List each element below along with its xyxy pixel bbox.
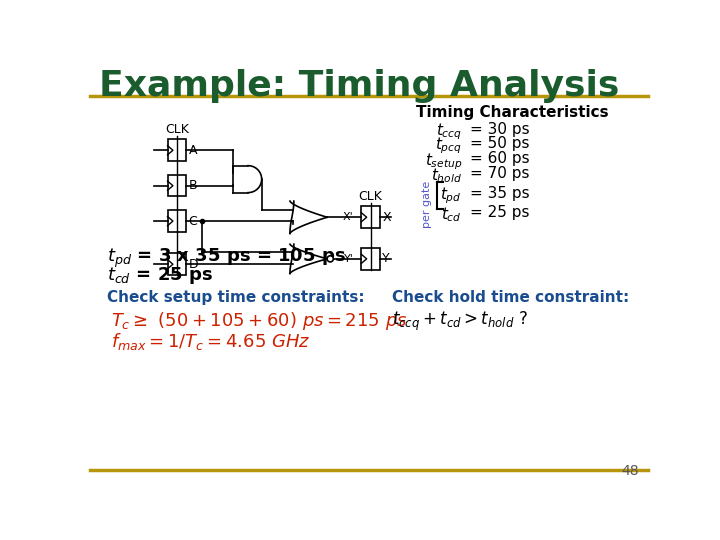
Text: $t_{cd}$: $t_{cd}$	[441, 205, 462, 224]
Text: per gate: per gate	[422, 181, 432, 228]
Text: = 30 ps: = 30 ps	[469, 122, 529, 137]
Bar	[361, 206, 380, 228]
Text: $t_{pcq}$: $t_{pcq}$	[435, 136, 462, 156]
Text: 48: 48	[621, 463, 639, 477]
Bar	[168, 253, 186, 275]
Text: CLK: CLK	[359, 190, 382, 202]
Bar	[168, 139, 186, 161]
Text: = 25 ps: = 25 ps	[469, 205, 529, 220]
Bar	[361, 248, 380, 269]
Text: $\mathit{T_c \geq}$ $\mathit{(50 + 105 + 60)\ ps = 215\ ps}$: $\mathit{T_c \geq}$ $\mathit{(50 + 105 +…	[111, 309, 408, 332]
Text: Timing Characteristics: Timing Characteristics	[416, 105, 608, 120]
Text: $t_{ccq}$: $t_{ccq}$	[436, 122, 462, 143]
Text: Y: Y	[382, 252, 390, 265]
Text: $t_{hold}$: $t_{hold}$	[431, 166, 462, 185]
Bar	[168, 210, 186, 232]
Text: B: B	[189, 179, 197, 192]
Circle shape	[327, 256, 333, 262]
Text: $t_{ccq} + t_{cd} > t_{hold}\ ?$: $t_{ccq} + t_{cd} > t_{hold}\ ?$	[392, 309, 528, 333]
Text: Check hold time constraint:: Check hold time constraint:	[392, 289, 629, 305]
Text: A: A	[189, 144, 197, 157]
Text: $t_{cd}$ = 25 ps: $t_{cd}$ = 25 ps	[107, 265, 213, 286]
Text: $t_{pd}$: $t_{pd}$	[441, 186, 462, 206]
Text: C: C	[189, 214, 197, 228]
Text: X: X	[382, 211, 391, 224]
Text: $t_{setup}$: $t_{setup}$	[425, 151, 462, 172]
Text: CLK: CLK	[165, 123, 189, 136]
Text: = 60 ps: = 60 ps	[469, 151, 529, 166]
Text: D: D	[189, 258, 198, 271]
Text: = 35 ps: = 35 ps	[469, 186, 529, 201]
Text: Example: Timing Analysis: Example: Timing Analysis	[99, 69, 620, 103]
Text: = 50 ps: = 50 ps	[469, 136, 529, 151]
Text: $\mathit{f_{max} = 1/T_c = 4.65\ GHz}$: $\mathit{f_{max} = 1/T_c = 4.65\ GHz}$	[111, 331, 310, 352]
Text: $t_{pd}$ = 3 x 35 ps = 105 ps: $t_{pd}$ = 3 x 35 ps = 105 ps	[107, 247, 346, 271]
Text: Check setup time constraints:: Check setup time constraints:	[107, 289, 364, 305]
Text: X': X'	[343, 212, 354, 222]
Bar	[168, 175, 186, 197]
Text: Y': Y'	[343, 254, 354, 264]
Text: = 70 ps: = 70 ps	[469, 166, 529, 181]
